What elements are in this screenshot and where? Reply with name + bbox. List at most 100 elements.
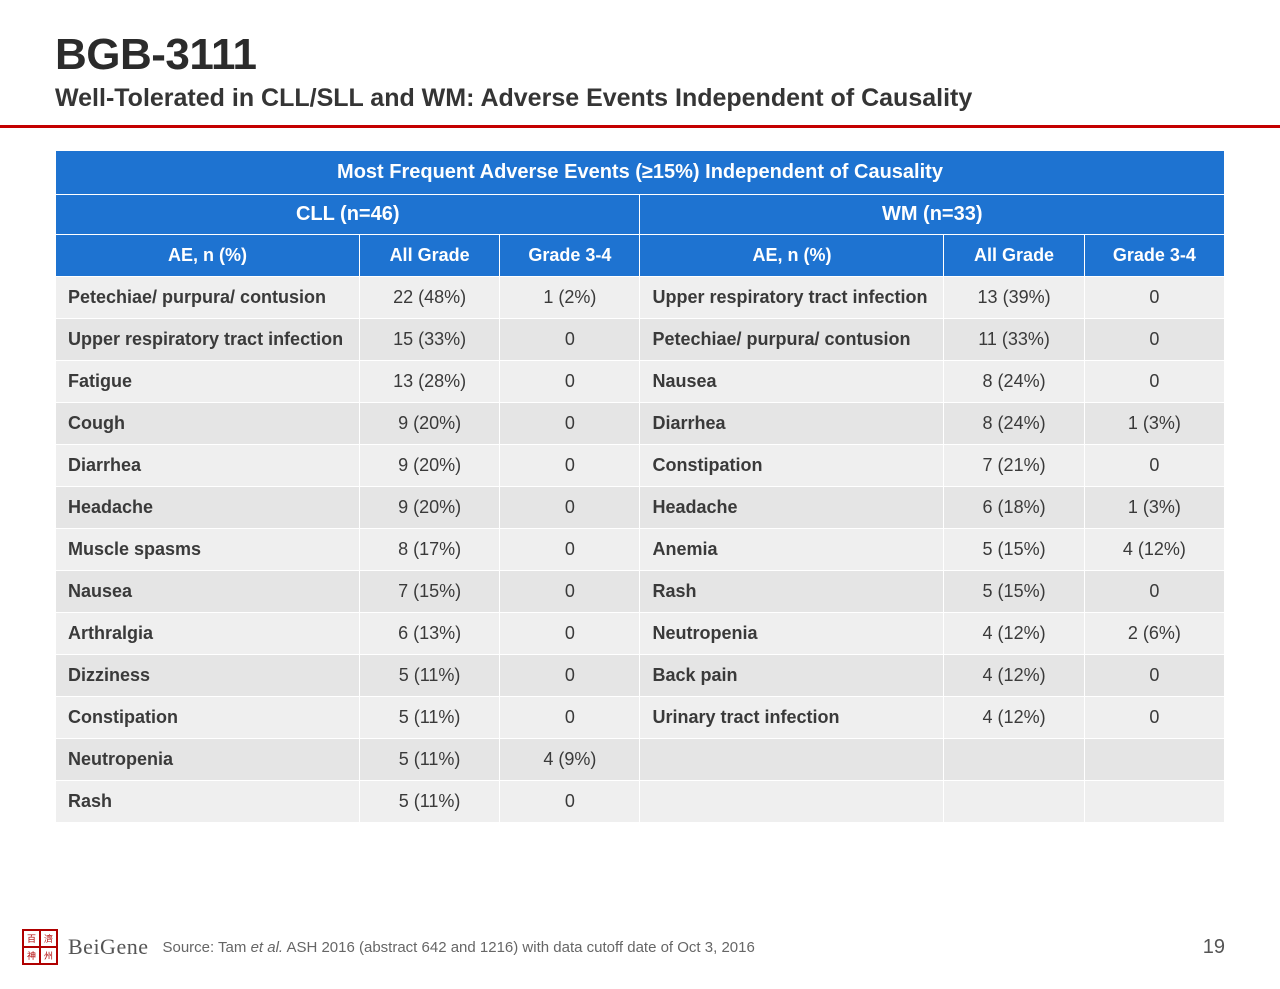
all-grade-right: 7 (21%) <box>944 445 1084 487</box>
all-grade-left: 5 (11%) <box>359 697 499 739</box>
ae-name-left: Nausea <box>56 571 360 613</box>
grade34-left: 0 <box>500 529 640 571</box>
col-allgrade-left: All Grade <box>359 235 499 277</box>
all-grade-right: 4 (12%) <box>944 697 1084 739</box>
ae-name-left: Fatigue <box>56 361 360 403</box>
ae-name-left: Cough <box>56 403 360 445</box>
grade34-right: 1 (3%) <box>1084 487 1224 529</box>
all-grade-right <box>944 739 1084 781</box>
grade34-left: 0 <box>500 781 640 823</box>
all-grade-right: 8 (24%) <box>944 361 1084 403</box>
ae-name-right: Petechiae/ purpura/ contusion <box>640 319 944 361</box>
table-row: Muscle spasms8 (17%)0Anemia5 (15%)4 (12%… <box>56 529 1225 571</box>
grade34-left: 0 <box>500 403 640 445</box>
all-grade-left: 13 (28%) <box>359 361 499 403</box>
col-ae-left: AE, n (%) <box>56 235 360 277</box>
all-grade-right: 6 (18%) <box>944 487 1084 529</box>
ae-name-left: Headache <box>56 487 360 529</box>
grade34-right: 0 <box>1084 697 1224 739</box>
ae-name-right: Neutropenia <box>640 613 944 655</box>
grade34-right: 0 <box>1084 571 1224 613</box>
table-title: Most Frequent Adverse Events (≥15%) Inde… <box>56 151 1225 195</box>
ae-name-left: Diarrhea <box>56 445 360 487</box>
table-row: Headache9 (20%)0Headache6 (18%)1 (3%) <box>56 487 1225 529</box>
col-ae-right: AE, n (%) <box>640 235 944 277</box>
all-grade-right: 5 (15%) <box>944 529 1084 571</box>
all-grade-left: 9 (20%) <box>359 445 499 487</box>
table-row: Constipation5 (11%) 0 Urinary tract infect… <box>56 697 1225 739</box>
table-row: Petechiae/ purpura/ contusion22 (48%)1 (… <box>56 277 1225 319</box>
company-name: BeiGene <box>68 934 148 960</box>
ae-name-right <box>640 781 944 823</box>
table-row: Diarrhea9 (20%)0Constipation7 (21%)0 <box>56 445 1225 487</box>
table-row: Fatigue13 (28%)0Nausea8 (24%)0 <box>56 361 1225 403</box>
grade34-right <box>1084 739 1224 781</box>
grade34-right: 0 <box>1084 361 1224 403</box>
table-row: Dizziness5 (11%)0Back pain4 (12%)0 <box>56 655 1225 697</box>
all-grade-right <box>944 781 1084 823</box>
all-grade-left: 9 (20%) <box>359 403 499 445</box>
all-grade-right: 4 (12%) <box>944 655 1084 697</box>
all-grade-right: 11 (33%) <box>944 319 1084 361</box>
all-grade-left: 22 (48%) <box>359 277 499 319</box>
ae-name-right: Nausea <box>640 361 944 403</box>
ae-name-right: Headache <box>640 487 944 529</box>
source-pre: Source: Tam <box>162 939 250 956</box>
table-row: Nausea7 (15%)0Rash5 (15%)0 <box>56 571 1225 613</box>
ae-name-left: Dizziness <box>56 655 360 697</box>
col-grade34-right: Grade 3-4 <box>1084 235 1224 277</box>
logo-seal-icon: 百濟神州 <box>22 929 58 965</box>
table-row: Arthralgia6 (13%)0Neutropenia4 (12%)2 (6… <box>56 613 1225 655</box>
grade34-right: 1 (3%) <box>1084 403 1224 445</box>
horizontal-rule <box>0 125 1280 128</box>
all-grade-right: 8 (24%) <box>944 403 1084 445</box>
source-italic: et al. <box>251 939 284 956</box>
grade34-left: 0 <box>500 487 640 529</box>
col-grade34-left: Grade 3-4 <box>500 235 640 277</box>
table-row: Rash5 (11%)0 <box>56 781 1225 823</box>
grade34-right: 0 <box>1084 277 1224 319</box>
page-number: 19 <box>1203 936 1225 959</box>
grade34-left: 0 <box>500 571 640 613</box>
grade34-left: 0 <box>500 655 640 697</box>
grade34-right: 0 <box>1084 445 1224 487</box>
all-grade-left: 5 (11%) <box>359 739 499 781</box>
ae-name-left: Petechiae/ purpura/ contusion <box>56 277 360 319</box>
all-grade-left: 7 (15%) <box>359 571 499 613</box>
ae-name-left: Arthralgia <box>56 613 360 655</box>
ae-name-right: Anemia <box>640 529 944 571</box>
grade34-left: 0 <box>500 445 640 487</box>
grade34-right <box>1084 781 1224 823</box>
ae-name-right: Constipation <box>640 445 944 487</box>
source-citation: Source: Tam et al. ASH 2016 (abstract 64… <box>162 939 754 956</box>
ae-name-right: Diarrhea <box>640 403 944 445</box>
grade34-left: 0 <box>500 361 640 403</box>
all-grade-right: 13 (39%) <box>944 277 1084 319</box>
ae-name-left: Rash <box>56 781 360 823</box>
ae-name-left: Upper respiratory tract infection <box>56 319 360 361</box>
grade34-right: 4 (12%) <box>1084 529 1224 571</box>
all-grade-left: 9 (20%) <box>359 487 499 529</box>
grade34-left: 0 <box>500 319 640 361</box>
all-grade-left: 6 (13%) <box>359 613 499 655</box>
ae-name-left: Constipation <box>56 697 360 739</box>
ae-name-left: Neutropenia <box>56 739 360 781</box>
adverse-events-table: Most Frequent Adverse Events (≥15%) Inde… <box>55 150 1225 823</box>
footer: 百濟神州 BeiGene Source: Tam et al. ASH 2016… <box>0 929 1280 965</box>
all-grade-left: 5 (11%) <box>359 781 499 823</box>
grade34-right: 0 <box>1084 319 1224 361</box>
table-row: Upper respiratory tract infection15 (33%… <box>56 319 1225 361</box>
all-grade-left: 8 (17%) <box>359 529 499 571</box>
ae-name-left: Muscle spasms <box>56 529 360 571</box>
all-grade-right: 4 (12%) <box>944 613 1084 655</box>
source-post: ASH 2016 (abstract 642 and 1216) with da… <box>283 939 755 956</box>
ae-name-right: Upper respiratory tract infection <box>640 277 944 319</box>
grade34-right: 0 <box>1084 655 1224 697</box>
grade34-left: 0 <box>500 613 640 655</box>
all-grade-left: 5 (11%) <box>359 655 499 697</box>
table-row: Cough9 (20%)0Diarrhea8 (24%)1 (3%) <box>56 403 1225 445</box>
ae-name-right: Rash <box>640 571 944 613</box>
ae-name-right: Urinary tract infection <box>640 697 944 739</box>
grade34-left: 1 (2%) <box>500 277 640 319</box>
group-header-wm: WM (n=33) <box>640 195 1225 235</box>
